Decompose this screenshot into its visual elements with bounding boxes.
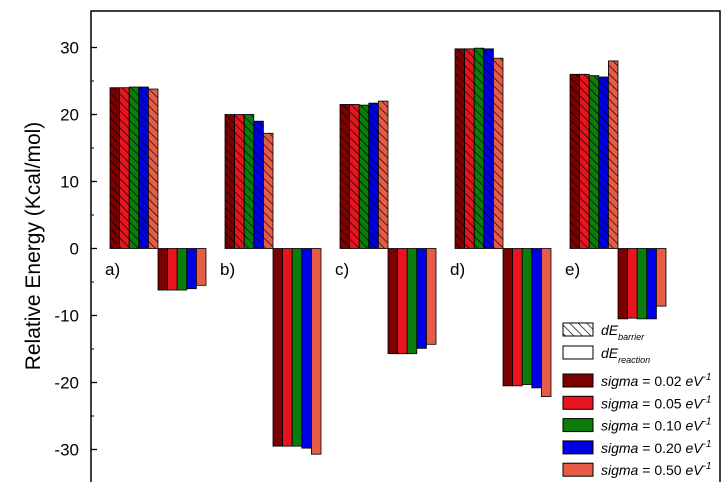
bar-barrier-hatch xyxy=(359,105,369,249)
bar-barrier-hatch xyxy=(368,103,379,249)
bar-barrier-hatch xyxy=(608,60,618,249)
bar-barrier-hatch xyxy=(378,101,388,249)
legend-swatch-barrier xyxy=(562,322,594,337)
bar-barrier-hatch xyxy=(148,89,158,249)
legend-swatch-series xyxy=(562,373,594,388)
legend-series-label: sigma = 0.02 eV-1 xyxy=(601,372,711,389)
bar-barrier-hatch xyxy=(589,75,599,249)
y-tick-label: 30 xyxy=(60,39,79,58)
axes-layer: 30 20 10 0 -10 -20 -30 xyxy=(54,10,721,482)
bar-reaction xyxy=(291,248,303,447)
y-tick-label: 10 xyxy=(60,173,79,192)
bar-reaction xyxy=(636,248,648,320)
bar-barrier-hatch xyxy=(253,121,264,249)
bar-reaction xyxy=(387,248,399,355)
bar-reaction xyxy=(397,248,408,355)
bar-reaction xyxy=(195,248,207,286)
bar-barrier-hatch xyxy=(340,104,350,249)
bars-layer xyxy=(109,47,667,455)
legend-swatch-series xyxy=(562,462,594,477)
bar-reaction xyxy=(167,248,178,291)
bar-barrier-hatch xyxy=(244,114,254,249)
bar-barrier-hatch xyxy=(570,74,580,249)
y-tick-label: -30 xyxy=(54,441,79,460)
group-label: e) xyxy=(565,260,580,279)
bar-reaction xyxy=(627,248,638,319)
bar-reaction xyxy=(176,248,188,291)
group-label: c) xyxy=(335,260,349,279)
y-tick-label: -20 xyxy=(54,374,79,393)
bar-barrier-hatch xyxy=(263,133,273,249)
bar-reaction xyxy=(531,248,542,389)
bar-barrier-hatch xyxy=(464,48,475,249)
legend-series-label: sigma = 0.10 eV-1 xyxy=(601,417,711,434)
group-label: d) xyxy=(450,260,465,279)
bar-barrier-hatch xyxy=(234,114,245,249)
bar-barrier-hatch xyxy=(349,104,360,249)
bar-reaction xyxy=(656,248,667,307)
bar-barrier-hatch xyxy=(493,58,503,249)
bar-barrier-hatch xyxy=(474,48,484,249)
bar-reaction xyxy=(416,248,427,349)
y-tick-label: -10 xyxy=(54,307,79,326)
bar-barrier-hatch xyxy=(579,74,590,249)
bar-barrier-hatch xyxy=(110,87,120,249)
y-tick-label: 0 xyxy=(70,240,79,259)
legend-label: dEreaction xyxy=(601,345,650,365)
bar-barrier-hatch xyxy=(119,87,130,249)
legend-series-label: sigma = 0.05 eV-1 xyxy=(601,394,711,411)
bar-reaction xyxy=(617,248,629,320)
bar-reaction xyxy=(272,248,284,447)
bar-reaction xyxy=(310,248,322,455)
bar-reaction xyxy=(301,248,312,449)
bar-reaction xyxy=(646,248,657,320)
group-label: b) xyxy=(220,260,235,279)
legend-swatch-series xyxy=(562,418,594,433)
bar-barrier-hatch xyxy=(225,114,235,249)
bar-reaction xyxy=(512,248,523,387)
y-axis-label: Relative Energy (Kcal/mol) xyxy=(22,122,45,371)
bar-reaction xyxy=(186,248,197,290)
plot-frame xyxy=(90,10,721,482)
y-tick-label: 20 xyxy=(60,106,79,125)
legend-swatch-reaction xyxy=(562,345,594,360)
group-label: a) xyxy=(105,260,120,279)
group-labels-layer: a) b) c) d) e) xyxy=(105,260,580,279)
bar-reaction xyxy=(282,248,293,447)
bar-barrier-hatch xyxy=(129,87,139,249)
legend-label: dEbarrier xyxy=(601,322,645,342)
legend-series-label: sigma = 0.50 eV-1 xyxy=(601,461,711,478)
bar-reaction xyxy=(502,248,514,387)
bar-reaction xyxy=(406,248,418,355)
bar-barrier-hatch xyxy=(138,87,149,249)
bar-barrier-hatch xyxy=(483,48,494,249)
bar-barrier-hatch xyxy=(598,76,609,249)
bar-reaction xyxy=(157,248,169,291)
legend-swatch-series xyxy=(562,395,594,410)
bar-reaction xyxy=(425,248,437,345)
legend-swatch-series xyxy=(562,440,594,455)
legend: dEbarrier dEreaction sigma = 0.02 eV-1 sigm… xyxy=(562,322,711,478)
bar-reaction xyxy=(541,248,552,397)
legend-series-label: sigma = 0.20 eV-1 xyxy=(601,439,711,456)
bar-barrier-hatch xyxy=(455,48,465,249)
bar-reaction xyxy=(521,248,533,385)
